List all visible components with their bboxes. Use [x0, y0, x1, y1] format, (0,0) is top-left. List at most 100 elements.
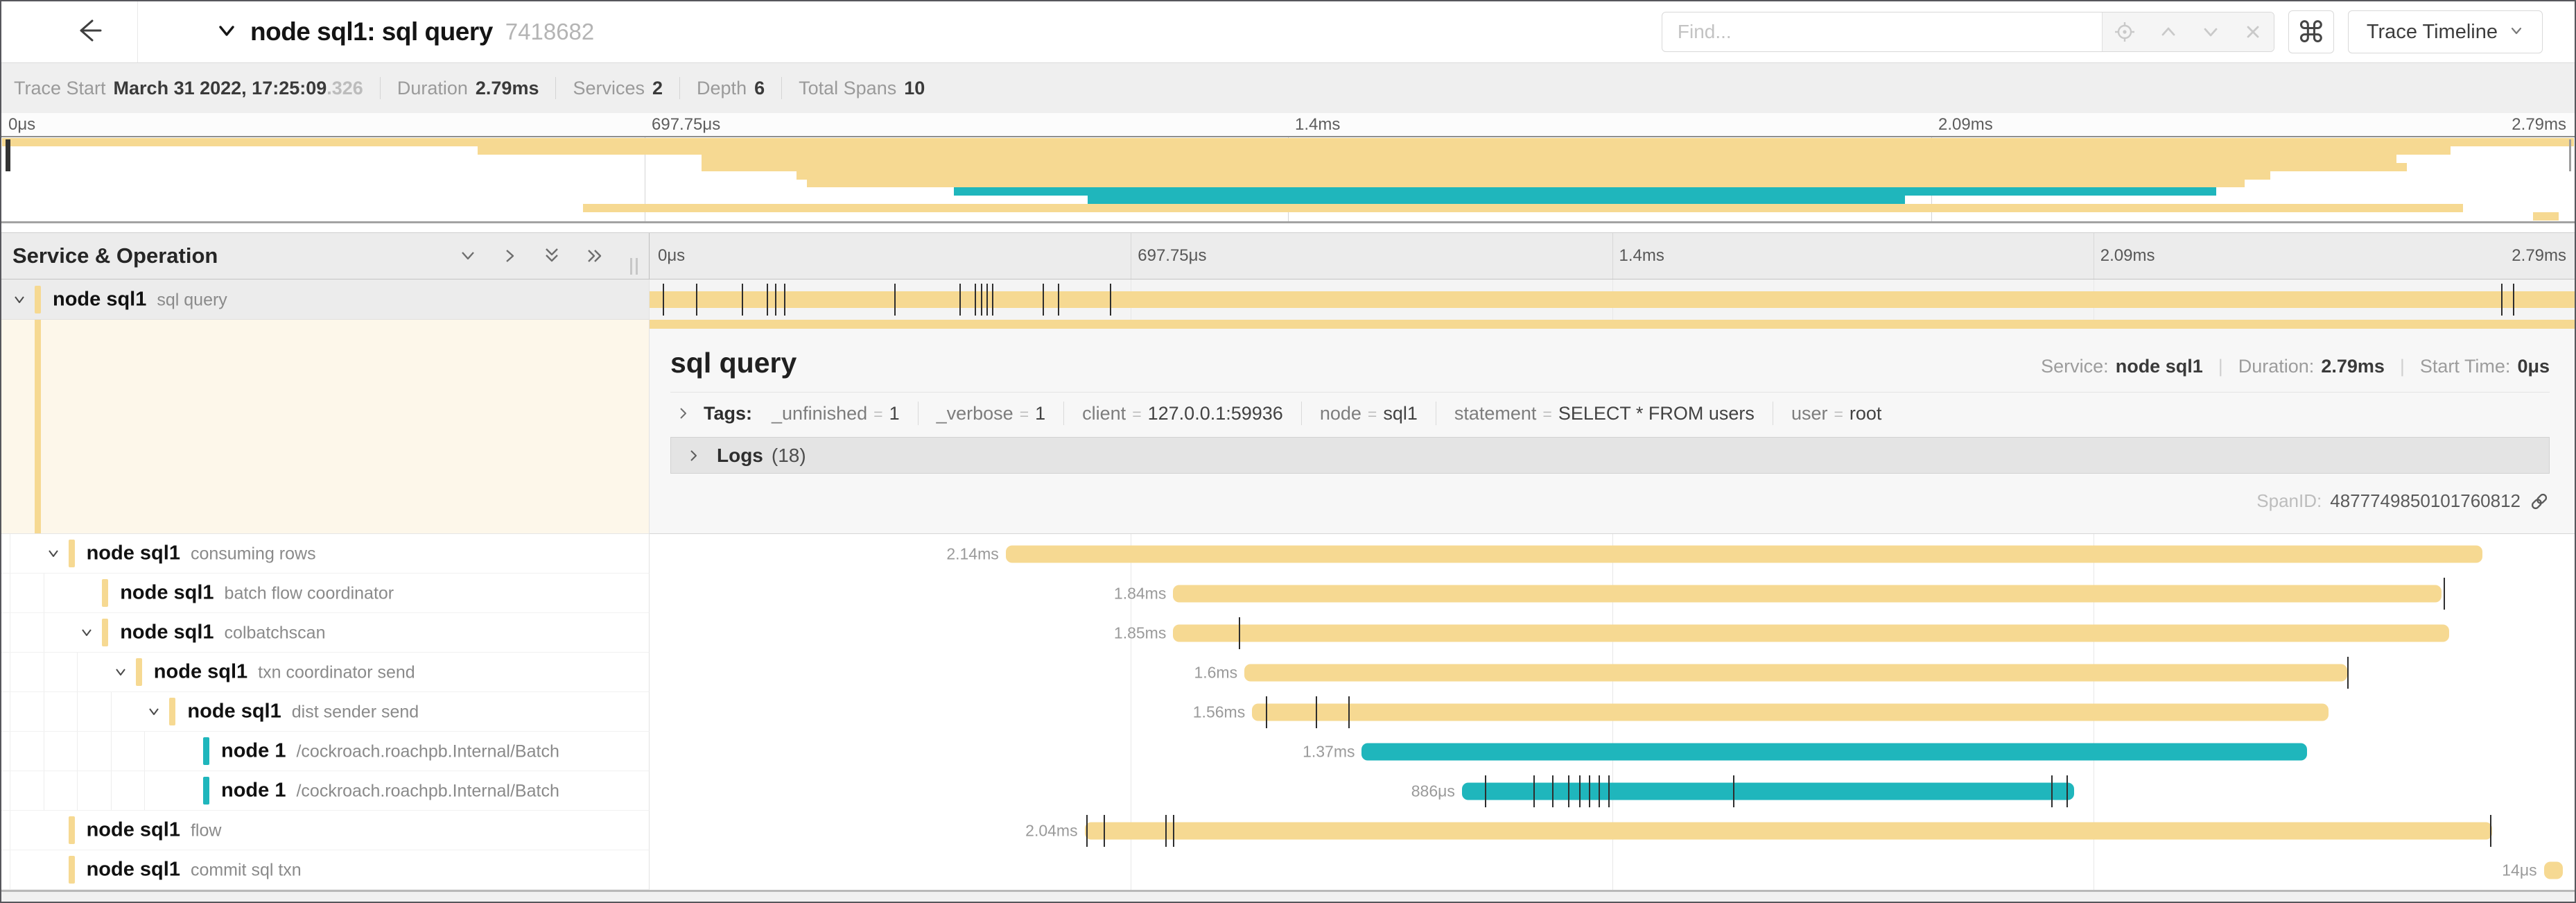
span-row[interactable]: node sql1 dist sender send 1.56ms — [1, 692, 2575, 732]
expand-all-icon[interactable] — [584, 245, 606, 267]
expand-chevron-icon[interactable] — [45, 545, 62, 562]
span-tree-cell[interactable]: node 1/cockroach.roachpb.Internal/Batch — [1, 732, 650, 771]
minimap-span-bar — [953, 187, 2217, 196]
ruler-tick-label: 1.4ms — [1295, 114, 1341, 134]
ruler-tick-label: 2.79ms — [2512, 246, 2566, 265]
span-tree-cell[interactable]: node sql1 txn coordinator send — [1, 653, 650, 692]
find-tools — [2101, 12, 2274, 51]
tag-value: 127.0.0.1:59936 — [1147, 402, 1283, 424]
service-label: Service: — [2041, 356, 2109, 377]
span-detail-meta: Service: node sql1 | Duration: 2.79ms | … — [2041, 356, 2550, 377]
meta-separator — [679, 77, 681, 99]
span-timeline-cell[interactable]: 1.85ms — [650, 613, 2575, 653]
tag-equals: = — [1367, 404, 1377, 423]
log-marker-tick — [2444, 577, 2446, 610]
view-selector-button[interactable]: Trace Timeline — [2347, 10, 2543, 53]
span-row[interactable]: node sql1 sql query — [1, 280, 2575, 320]
span-bar[interactable] — [1084, 822, 2492, 839]
span-row[interactable]: node sql1 txn coordinator send 1.6ms — [1, 653, 2575, 692]
focus-match-icon[interactable] — [2113, 20, 2136, 44]
log-marker-tick — [663, 284, 665, 316]
log-marker-tick — [1552, 775, 1554, 807]
logs-label: Logs — [717, 444, 763, 466]
expand-chevron-icon[interactable] — [146, 703, 162, 720]
logs-count: (18) — [771, 444, 806, 466]
span-timeline-cell[interactable]: 1.84ms — [650, 574, 2575, 613]
ruler-tick-label: 697.75μs — [1138, 246, 1207, 265]
span-timeline-cell[interactable]: 14μs — [650, 850, 2575, 890]
span-tree-cell[interactable]: node sql1 commit sql txn — [1, 850, 650, 890]
span-row[interactable]: node sql1 consuming rows 2.14ms — [1, 534, 2575, 574]
expand-chevron-icon[interactable] — [78, 624, 95, 641]
expand-chevron-icon[interactable] — [112, 664, 129, 680]
span-tree-cell[interactable]: node sql1 sql query — [1, 280, 650, 320]
service-name: node 1 — [221, 779, 286, 802]
span-bar[interactable] — [1244, 664, 2348, 681]
tag-item: _verbose = 1 — [937, 403, 1046, 424]
expand-one-icon[interactable] — [499, 246, 520, 266]
prev-match-icon[interactable] — [2157, 21, 2179, 43]
collapse-one-icon[interactable] — [458, 246, 478, 266]
minimap-scrubber[interactable] — [1, 136, 2575, 223]
span-timeline-cell[interactable]: 2.04ms — [650, 811, 2575, 850]
minimap-left-handle[interactable] — [6, 139, 10, 171]
operation-name: /cockroach.roachpb.Internal/Batch — [296, 741, 559, 762]
span-timeline-cell[interactable] — [650, 280, 2575, 320]
span-bar[interactable] — [1005, 545, 2482, 562]
span-bar[interactable] — [1361, 743, 2307, 760]
span-tree-cell[interactable]: node sql1 consuming rows — [1, 534, 650, 574]
log-marker-tick — [1315, 696, 1317, 728]
meta-separator: | — [2218, 356, 2223, 377]
minimap-right-handle[interactable] — [2569, 139, 2571, 171]
span-tree-cell[interactable]: node 1/cockroach.roachpb.Internal/Batch — [1, 771, 650, 811]
minimap-span-bar — [478, 146, 2451, 155]
span-timeline-cell[interactable]: 1.37ms — [650, 732, 2575, 771]
span-row[interactable]: node sql1 flow 2.04ms — [1, 811, 2575, 850]
span-bar[interactable] — [1252, 703, 2329, 721]
span-timeline-cell[interactable]: 1.6ms — [650, 653, 2575, 692]
chevron-down-icon — [216, 19, 238, 45]
span-tree-cell[interactable]: node sql1 flow — [1, 811, 650, 850]
span-row[interactable]: node sql1 commit sql txn 14μs — [1, 850, 2575, 890]
log-marker-tick — [2051, 775, 2053, 807]
log-marker-tick — [2489, 814, 2491, 847]
span-duration-label: 1.56ms — [1192, 703, 1246, 721]
span-bar[interactable] — [2543, 861, 2564, 879]
minimap-span-row — [2, 154, 2574, 163]
span-row[interactable]: node sql1 colbatchscan 1.85ms — [1, 613, 2575, 653]
span-row[interactable]: node 1/cockroach.roachpb.Internal/Batch 8… — [1, 771, 2575, 811]
span-row[interactable]: node 1/cockroach.roachpb.Internal/Batch 1… — [1, 732, 2575, 771]
back-button[interactable] — [72, 13, 110, 51]
span-tree-cell[interactable]: node sql1 dist sender send — [1, 692, 650, 732]
span-timeline-cell[interactable]: 886μs — [650, 771, 2575, 811]
span-color-bar — [203, 777, 209, 805]
meta-separator — [379, 77, 381, 99]
collapse-all-icon[interactable] — [541, 245, 563, 267]
ruler-tick-label: 2.09ms — [2100, 246, 2155, 265]
tag-separator — [917, 402, 919, 425]
keyboard-shortcuts-button[interactable]: ⌘ — [2288, 10, 2334, 53]
command-icon: ⌘ — [2296, 15, 2326, 49]
span-timeline-cell[interactable]: 1.56ms — [650, 692, 2575, 732]
span-bar[interactable] — [650, 291, 2575, 308]
span-bar[interactable] — [1461, 782, 2074, 800]
log-marker-tick — [1733, 775, 1735, 807]
log-marker-tick — [1533, 775, 1535, 807]
find-input[interactable] — [1662, 12, 2102, 51]
copy-link-icon[interactable] — [2529, 491, 2550, 512]
span-row[interactable]: node sql1 batch flow coordinator 1.84ms — [1, 574, 2575, 613]
expand-chevron-icon[interactable] — [11, 291, 28, 308]
span-tree-cell[interactable]: node sql1 colbatchscan — [1, 613, 650, 653]
span-timeline-cell[interactable]: 2.14ms — [650, 534, 2575, 574]
logs-accordion[interactable]: Logs (18) — [670, 437, 2550, 474]
span-tree-cell[interactable]: node sql1 batch flow coordinator — [1, 574, 650, 613]
next-match-icon[interactable] — [2200, 21, 2222, 43]
tags-accordion[interactable]: Tags: _unfinished = 1 _verbose = 1 client = 127.… — [670, 393, 2550, 434]
collapse-trace-chevron[interactable] — [216, 19, 238, 45]
span-bar[interactable] — [1173, 585, 2442, 602]
clear-find-icon[interactable] — [2243, 22, 2263, 42]
column-resizer-handle[interactable] — [630, 258, 638, 275]
span-rows: node sql1 sql query sql query Service: no… — [1, 280, 2575, 890]
span-bar[interactable] — [1173, 624, 2450, 642]
minimap-span-row — [2, 204, 2574, 213]
